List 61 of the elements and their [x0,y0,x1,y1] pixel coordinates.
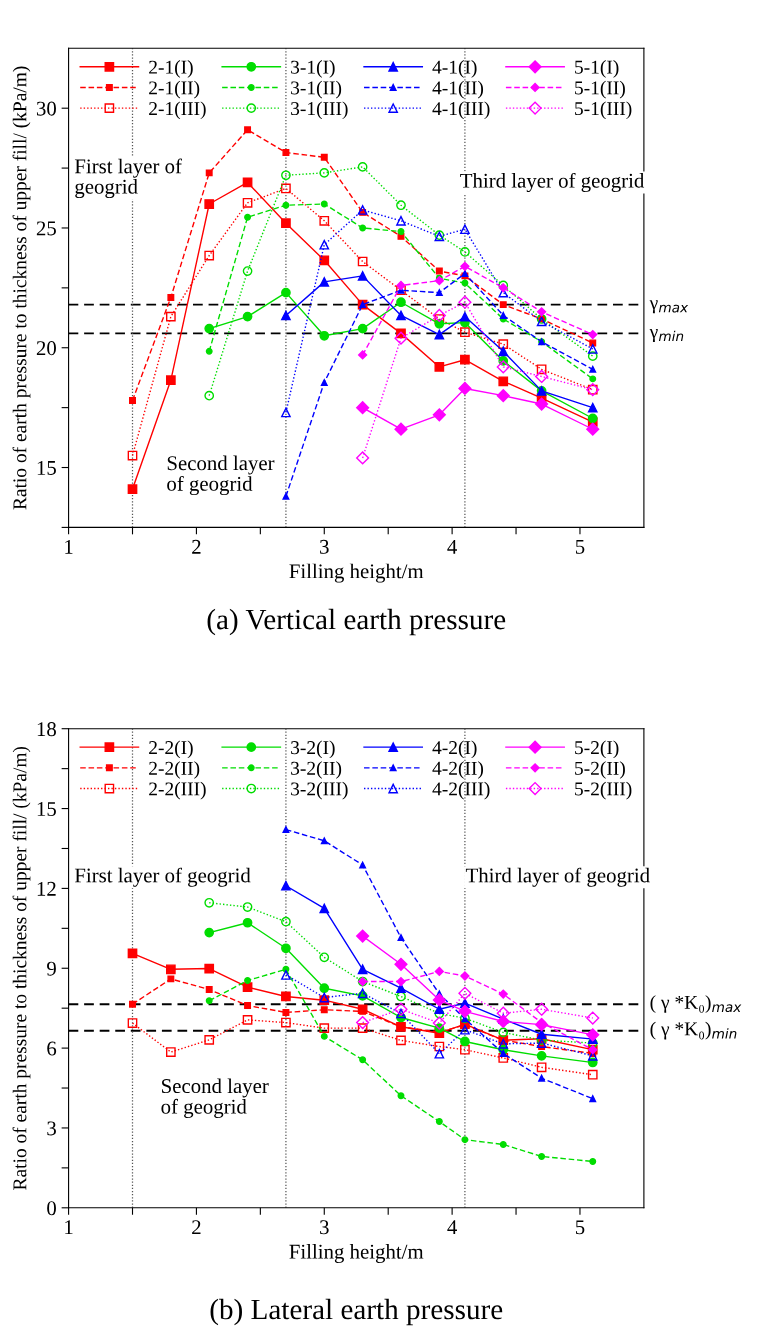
legend-label: 5-1(III) [575,101,632,120]
ref-line-label: ( γ *K₀)$_{max}$ [650,995,742,1013]
x-tick-label: 1 [65,539,73,554]
ref-line-label: γ$_{max}$ [649,300,689,314]
legend-label: 2-1(I) [149,60,193,78]
legend-label: 5-1(I) [575,60,619,78]
x-tick-label: 5 [575,1220,585,1235]
x-tick-label: 4 [447,1220,457,1235]
y-tick-label: 20 [36,341,56,356]
text: (b) Lateral earth pressure [210,1298,503,1326]
legend-label: 5-2(III) [575,781,632,800]
x-tick-label: 2 [192,1220,201,1235]
legend-label: 4-1(I) [432,60,477,78]
legend-label: 2-1(II) [149,80,200,99]
legend-label: 3-1(I) [291,60,335,78]
annotation: First layer of geogrid [74,158,182,199]
legend-label: 4-1(II) [432,80,484,99]
x-tick-label: 3 [320,539,329,554]
y-tick-label: 15 [37,802,56,816]
annotation: Third layer of geogrid [460,172,645,193]
legend-label: 3-2(II) [291,761,342,779]
y-tick-label: 25 [36,221,56,236]
annotation: Second layer of geogrid [167,455,275,496]
legend-label: 2-1(III) [149,101,206,120]
ref-line-label: ( γ *K₀)$_{min}$ [650,1021,737,1040]
x-tick-label: 4 [447,539,457,554]
y-tick-label: 18 [37,722,56,737]
legend-label: 4-2(II) [432,761,484,779]
x-tick-label: 3 [320,1220,329,1235]
y-tick-label: 3 [47,1121,56,1136]
x-axis-title: Filling height/m [289,1244,424,1264]
y-tick-label: 30 [36,101,56,116]
x-tick-label: 5 [575,540,585,554]
legend-label: 3-1(III) [291,101,348,120]
y-axis-title: Ratio of earth pressure to thickness of upper fill/ (kPa/m) [12,66,31,510]
y-tick-label: 6 [47,1041,57,1056]
annotation: Second layer of geogrid [161,1078,269,1119]
text: (a) Vertical earth pressure [207,608,506,636]
legend-label: 5-2(I) [575,740,619,759]
y-axis-title: Ratio of earth pressure to thickness of upper fill/ (kPa/m) [12,746,31,1190]
legend-label: 4-2(III) [432,781,490,800]
legend-label: 2-2(I) [149,740,193,759]
ref-line-label: γ$_{min}$ [649,328,684,343]
annotation: First layer of geogrid [74,867,251,887]
legend-label: 3-2(III) [291,781,348,800]
legend-label: 3-2(I) [291,740,335,759]
x-tick-label: 1 [65,1220,73,1235]
annotation: Third layer of geogrid [465,867,650,887]
legend-label: 5-1(II) [575,80,625,99]
legend-label: 3-1(II) [291,80,342,99]
legend-label: 4-1(III) [432,101,490,120]
x-axis-title: Filling height/m [289,563,424,583]
legend-label: 2-2(III) [149,781,206,800]
y-tick-label: 0 [47,1201,56,1216]
legend-label: 4-2(I) [432,740,477,759]
legend-label: 2-2(II) [149,761,200,779]
legend-label: 5-2(II) [575,761,625,779]
y-tick-label: 15 [37,460,56,475]
y-tick-label: 12 [37,881,56,896]
x-tick-label: 2 [192,539,201,554]
y-tick-label: 9 [47,961,56,976]
